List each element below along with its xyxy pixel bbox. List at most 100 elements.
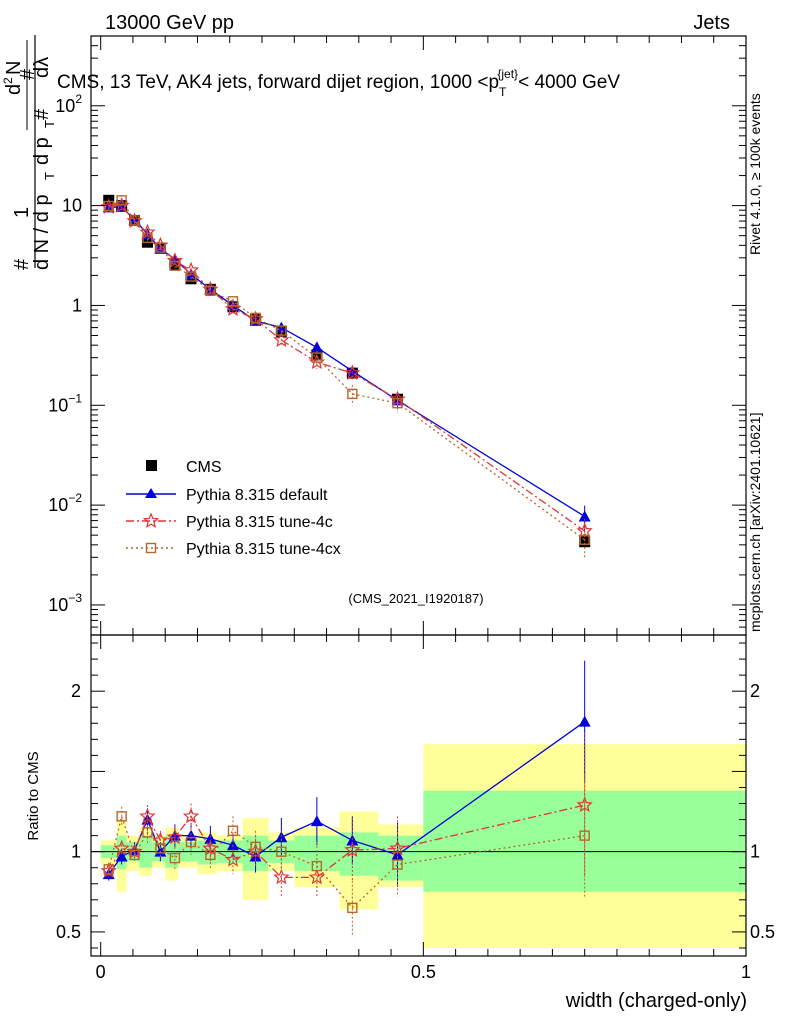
ratio-point-pythia-8-315-tune-4cx-5 [169, 852, 181, 864]
data-point-pythia-8-315-tune-4cx-10 [276, 325, 287, 336]
ratio-plot-panel: 0 0.5 1 0.5 0.5 1 1 2 2 [56, 634, 775, 982]
rivet-version-label: Rivet 4.1.0, ≥ 100k events [747, 93, 763, 255]
ratio-y-tick-label-right-0: 0.5 [750, 922, 775, 942]
legend-item-cms: CMS [146, 459, 222, 476]
mcplots-reference-label: mcplots.cern.ch [arXiv:2401.10621] [747, 413, 763, 632]
ratio-y-axis-label: Ratio to CMS [25, 751, 42, 840]
svg-text:N: N [3, 61, 25, 75]
data-point-pythia-8-315-tune-4c-14 [576, 522, 593, 538]
data-point-pythia-8-315-tune-4cx-1 [116, 195, 127, 206]
svg-text:1: 1 [11, 207, 33, 218]
ratio-point-pythia-8-315-tune-4cx-13 [392, 859, 403, 870]
svg-text:T: T [42, 120, 57, 128]
main-y-axis-label: # d N / d p T 1 d 2 N # d p T # dλ [1, 35, 57, 270]
svg-text:d: d [3, 84, 25, 95]
ratio-point-pythia-8-315-tune-4cx-12 [347, 902, 358, 914]
ratio-point-pythia-8-315-tune-4cx-0 [103, 864, 114, 875]
ratio-point-pythia-8-315-tune-4cx-11 [311, 860, 323, 872]
series-line-pythia-8-315-tune-4cx [108, 199, 586, 541]
ratio-point-pythia-8-315-tune-4cx-4 [155, 843, 166, 854]
ratio-y-tick-label-right-2: 2 [750, 681, 760, 701]
legend-item-tune4c: Pythia 8.315 tune-4c [126, 512, 333, 531]
data-point-pythia-8-315-default-8 [226, 299, 239, 311]
analysis-watermark: (CMS_2021_I1920187) [348, 591, 483, 606]
data-point-pythia-8-315-tune-4cx-11 [311, 352, 323, 363]
data-point-pythia-8-315-tune-4cx-7 [205, 285, 216, 297]
ratio-y-tick-label-right-1: 1 [750, 842, 760, 862]
legend-marker-tune4cx [145, 542, 157, 554]
data-point-pythia-8-315-tune-4c-10 [273, 331, 290, 347]
ratio-point-pythia-8-315-default-14 [578, 715, 591, 727]
ratio-point-pythia-8-315-tune-4cx-6 [185, 836, 197, 848]
svg-text:#: # [31, 108, 53, 120]
title-sub: T [499, 85, 507, 99]
legend-item-default: Pythia 8.315 default [126, 487, 328, 504]
y-tick-label-4: 10 [62, 196, 82, 216]
data-point-pythia-8-315-tune-4cx-2 [129, 215, 140, 226]
legend-label-default: Pythia 8.315 default [186, 487, 328, 504]
ratio-point-pythia-8-315-default-7 [204, 832, 217, 844]
data-point-cms-14 [579, 536, 591, 548]
ratio-point-pythia-8-315-tune-4cx-9 [250, 841, 261, 853]
data-point-pythia-8-315-tune-4cx-12 [347, 388, 358, 400]
ratio-point-pythia-8-315-tune-4cx-14 [579, 830, 590, 841]
data-point-cms-5 [169, 259, 181, 271]
ratio-point-pythia-8-315-tune-4c-5 [166, 828, 183, 845]
y-tick-label-1: 10−2 [48, 491, 82, 515]
ratio-point-pythia-8-315-tune-4cx-3 [142, 827, 153, 838]
header-category: Jets [693, 12, 730, 34]
title-main-text: CMS, 13 TeV, AK4 jets, forward dijet reg… [57, 72, 499, 93]
data-point-pythia-8-315-tune-4cx-14 [579, 534, 590, 545]
legend-marker-default [145, 488, 157, 498]
ratio-series-pythia-8-315-tune-4cx [103, 774, 590, 936]
y-tick-label-3: 1 [72, 295, 82, 315]
ratio-y-tick-label-left-2: 2 [71, 681, 81, 701]
series-pythia-8-315-tune-4cx [103, 195, 590, 558]
ratio-point-pythia-8-315-tune-4cx-1 [116, 811, 127, 822]
data-point-pythia-8-315-tune-4c-13 [389, 390, 406, 407]
title-tail: < 4000 GeV [518, 72, 620, 93]
svg-text:T: T [42, 172, 57, 180]
ratio-point-pythia-8-315-default-1 [115, 850, 128, 862]
ratio-point-pythia-8-315-tune-4c-6 [182, 807, 200, 824]
svg-text:dλ: dλ [31, 57, 53, 78]
data-point-pythia-8-315-default-11 [310, 341, 323, 353]
data-point-pythia-8-315-tune-4cx-3 [142, 232, 153, 244]
svg-text:#: # [17, 68, 39, 80]
ratio-frame [90, 634, 747, 957]
y-tick-label-2: 10−1 [48, 391, 82, 415]
ratio-point-pythia-8-315-default-11 [310, 815, 323, 827]
legend-label-tune4cx: Pythia 8.315 tune-4cx [186, 541, 341, 558]
y-tick-label-0: 10−3 [48, 591, 82, 615]
series-line-pythia-8-315-default [108, 206, 586, 517]
ratio-y-tick-label-left-1: 1 [71, 842, 81, 862]
svg-text:d p: d p [31, 137, 53, 165]
legend: CMS Pythia 8.315 default Pythia 8.315 tu… [126, 459, 341, 558]
ratio-point-pythia-8-315-tune-4cx-8 [227, 825, 239, 837]
legend-marker-tune4c [142, 512, 160, 528]
y-tick-label-5: 102 [55, 92, 82, 116]
series-line-pythia-8-315-tune-4c [108, 204, 586, 532]
legend-marker-cms [146, 460, 157, 471]
x-tick-label-2: 1 [741, 962, 751, 982]
header-process: 13000 GeV pp [105, 12, 234, 34]
ratio-point-pythia-8-315-tune-4c-3 [139, 807, 156, 824]
data-point-pythia-8-315-tune-4cx-4 [155, 242, 166, 253]
title-sup: {jet} [497, 67, 518, 81]
x-tick-label-1: 0.5 [411, 962, 436, 982]
ratio-point-pythia-8-315-tune-4c-8 [224, 851, 242, 867]
data-point-pythia-8-315-tune-4cx-13 [392, 397, 403, 409]
chart-title: CMS, 13 TeV, AK4 jets, forward dijet reg… [57, 67, 620, 99]
series-pythia-8-315-tune-4c [100, 197, 593, 549]
ratio-point-pythia-8-315-tune-4c-1 [113, 839, 130, 856]
ratio-point-pythia-8-315-tune-4c-13 [389, 839, 406, 856]
data-point-pythia-8-315-tune-4c-8 [224, 300, 242, 316]
ratio-band-inner-12 [339, 832, 379, 876]
svg-text:#: # [11, 258, 33, 270]
data-point-pythia-8-315-tune-4c-12 [344, 364, 361, 381]
legend-label-cms: CMS [186, 459, 222, 476]
data-point-pythia-8-315-tune-4cx-6 [185, 271, 197, 282]
ratio-point-pythia-8-315-tune-4c-11 [308, 868, 325, 885]
svg-text:d N / d p: d N / d p [31, 194, 53, 270]
